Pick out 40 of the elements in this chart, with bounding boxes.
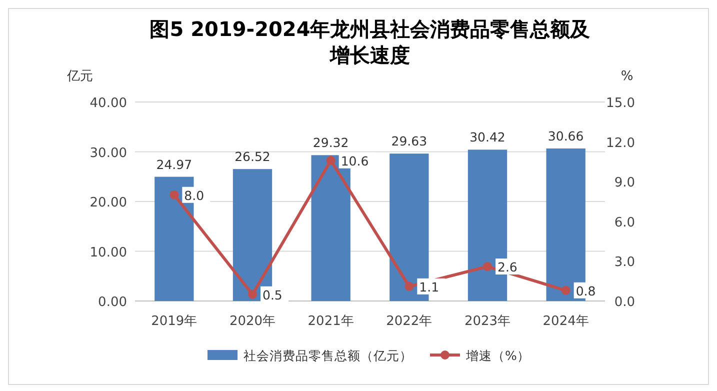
- y-axis-title: 亿元: [66, 69, 93, 84]
- y2-tick-label: 12.0: [606, 136, 635, 151]
- data-label: 1.1: [419, 279, 440, 294]
- legend-label: 增速（%）: [465, 348, 530, 363]
- y2-tick-label: 0.0: [614, 295, 635, 310]
- data-label: 0.8: [576, 283, 596, 298]
- data-label: 29.63: [391, 134, 428, 149]
- data-label: 10.6: [340, 153, 369, 168]
- data-label: 24.97: [156, 156, 192, 172]
- point: [561, 286, 570, 295]
- y2-tick-label: 6.0: [614, 215, 635, 230]
- y-tick-label: 30.00: [90, 146, 127, 161]
- x-tick-label: 2019年: [151, 314, 198, 329]
- y-tick-label: 10.00: [90, 245, 127, 260]
- data-label: 8.0: [184, 188, 204, 203]
- y2-tick-label: 3.0: [614, 255, 635, 270]
- y-tick-label: 0.00: [98, 295, 127, 310]
- data-label: 26.52: [234, 149, 270, 164]
- x-tick-label: 2023年: [464, 314, 511, 329]
- legend-label: 社会消费品零售总额（亿元）: [244, 348, 412, 363]
- x-tick-label: 2021年: [308, 314, 354, 329]
- point: [404, 282, 414, 291]
- x-tick-label: 2022年: [386, 314, 432, 329]
- data-label: 29.32: [312, 135, 349, 150]
- y2-tick-label: 9.0: [614, 176, 635, 191]
- data-label: 2.6: [498, 260, 518, 275]
- chart-title: 图5 2019-2024年龙州县社会消费品零售总额及增长速度: [150, 17, 590, 67]
- x-tick-label: 2020年: [229, 314, 276, 329]
- data-label: 30.42: [470, 130, 506, 145]
- point: [483, 262, 492, 272]
- y-tick-label: 20.00: [90, 196, 127, 210]
- data-label: 0.5: [262, 287, 282, 302]
- y2-axis-title: %: [620, 69, 634, 84]
- y2-tick-label: 15.0: [606, 96, 635, 111]
- point: [248, 290, 257, 299]
- data-label: 30.66: [548, 128, 584, 144]
- y-tick-label: 40.00: [90, 96, 127, 111]
- point: [326, 156, 336, 165]
- x-tick-label: 2024年: [542, 314, 589, 329]
- point: [170, 190, 179, 200]
